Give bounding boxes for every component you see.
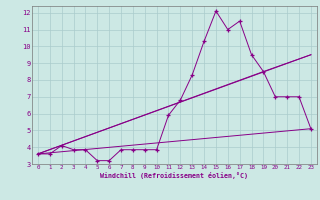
X-axis label: Windchill (Refroidissement éolien,°C): Windchill (Refroidissement éolien,°C) [100,172,248,179]
